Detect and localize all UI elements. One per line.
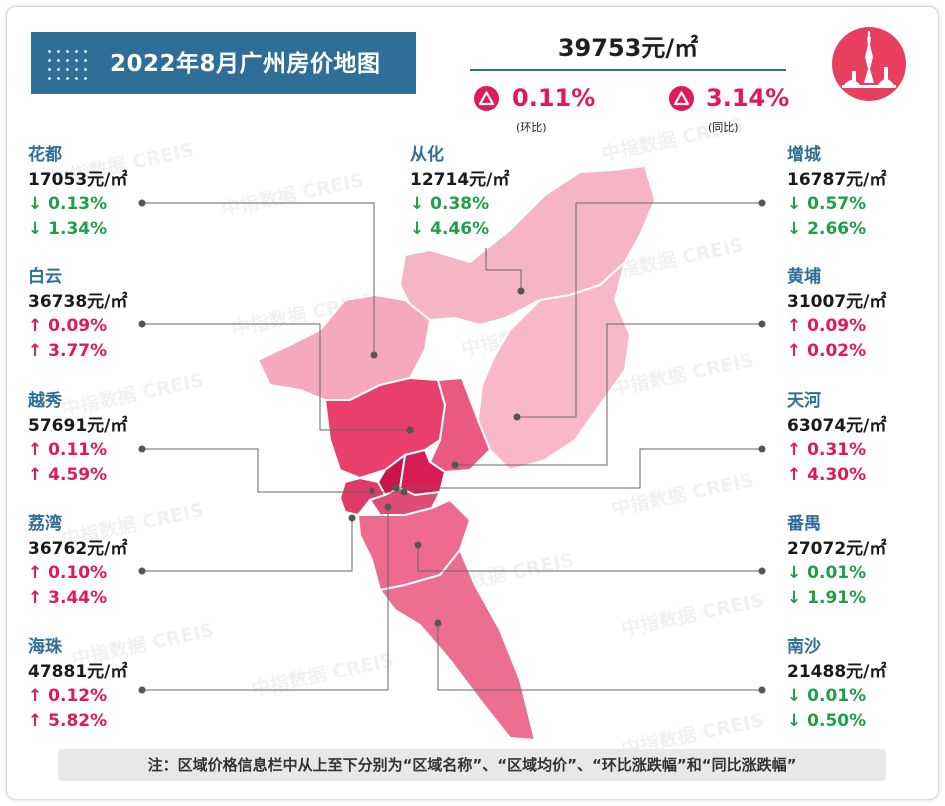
district-price: 36738元/㎡: [28, 291, 128, 312]
district-yoy: ↓ 1.34%: [28, 218, 108, 239]
triangle-up-icon: [474, 86, 499, 111]
yoy-caption: (同比): [708, 121, 739, 134]
district-name: 增城: [787, 145, 821, 165]
district-yoy: ↑ 4.59%: [28, 464, 108, 485]
district-mom: ↓ 0.57%: [787, 194, 867, 214]
district-price: 31007元/㎡: [787, 291, 887, 312]
district-info-liwan: 荔湾 36762元/㎡ ↑ 0.10% ↑ 3.44%: [28, 512, 127, 610]
mom-change: 0.11%: [512, 84, 596, 112]
dot-grid-icon: [45, 47, 93, 83]
district-baiyun: [323, 376, 447, 480]
footnote: 注：区域价格信息栏中从上至下分别为“区域名称”、“区域均价”、“环比涨跌幅”和“…: [58, 749, 886, 781]
district-price: 17053元/㎡: [28, 169, 128, 190]
district-huadu: [256, 293, 432, 401]
city-average-price: 39753元/㎡: [557, 34, 699, 62]
district-yoy: ↑ 4.30%: [787, 464, 867, 485]
district-info-haizhu: 海珠 47881元/㎡ ↑ 0.12% ↑ 5.82%: [28, 635, 127, 733]
page-title: 2022年8月广州房价地图: [110, 51, 381, 77]
district-info-huangpu: 黄埔 31007元/㎡ ↑ 0.09% ↑ 0.02%: [787, 265, 886, 363]
district-mom: ↑ 0.09%: [787, 316, 867, 336]
district-info-yuexiu: 越秀 57691元/㎡ ↑ 0.11% ↑ 4.59%: [28, 389, 127, 487]
district-name: 黄埔: [787, 267, 821, 287]
district-price: 47881元/㎡: [28, 661, 128, 682]
district-mom: ↑ 0.31%: [787, 440, 867, 460]
district-yoy: ↑ 3.44%: [28, 587, 108, 608]
canton-tower-icon: [832, 27, 906, 101]
district-price: 16787元/㎡: [787, 169, 887, 190]
district-yoy: ↑ 0.02%: [787, 340, 867, 361]
district-info-nansha: 南沙 21488元/㎡ ↓ 0.01% ↓ 0.50%: [787, 635, 886, 733]
district-price: 36762元/㎡: [28, 538, 128, 559]
district-mom: ↑ 0.09%: [28, 316, 108, 336]
district-price: 63074元/㎡: [787, 415, 887, 436]
district-mom: ↓ 0.01%: [787, 563, 867, 583]
district-yoy: ↓ 0.50%: [787, 710, 867, 731]
district-name: 白云: [28, 267, 62, 287]
district-info-tianhe: 天河 63074元/㎡ ↑ 0.31% ↑ 4.30%: [787, 389, 886, 487]
triangle-up-icon: [669, 86, 694, 111]
district-info-zengcheng: 增城 16787元/㎡ ↓ 0.57% ↓ 2.66%: [787, 143, 886, 241]
district-info-baiyun: 白云 36738元/㎡ ↑ 0.09% ↑ 3.77%: [28, 265, 127, 363]
district-info-panyu: 番禺 27072元/㎡ ↓ 0.01% ↓ 1.91%: [787, 512, 886, 610]
district-yoy: ↑ 5.82%: [28, 710, 108, 731]
district-yoy: ↓ 1.91%: [787, 587, 867, 608]
district-name: 花都: [28, 145, 62, 165]
mom-caption: (环比): [516, 121, 547, 134]
district-name: 荔湾: [28, 514, 62, 534]
district-name: 天河: [787, 391, 821, 411]
district-yoy: ↓ 4.46%: [410, 218, 490, 239]
district-price: 27072元/㎡: [787, 538, 887, 559]
district-mom: ↑ 0.11%: [28, 440, 108, 460]
yoy-change: 3.14%: [706, 84, 790, 112]
district-info-conghua: 从化 12714元/㎡ ↓ 0.38% ↓ 4.46%: [410, 143, 509, 241]
district-name: 南沙: [787, 637, 821, 657]
district-mom: ↓ 0.38%: [410, 194, 490, 214]
district-info-huadu: 花都 17053元/㎡ ↓ 0.13% ↓ 1.34%: [28, 143, 127, 241]
district-yoy: ↓ 2.66%: [787, 218, 867, 239]
district-name: 海珠: [28, 637, 62, 657]
divider: [470, 69, 786, 71]
district-mom: ↓ 0.13%: [28, 194, 108, 214]
district-price: 21488元/㎡: [787, 661, 887, 682]
district-name: 越秀: [28, 391, 62, 411]
title-bar: [31, 32, 416, 94]
district-price: 12714元/㎡: [410, 169, 510, 190]
district-mom: ↓ 0.01%: [787, 686, 867, 706]
district-price: 57691元/㎡: [28, 415, 128, 436]
district-mom: ↑ 0.12%: [28, 686, 108, 706]
district-yoy: ↑ 3.77%: [28, 340, 108, 361]
district-name: 番禺: [787, 514, 821, 534]
district-huangpu: [428, 376, 492, 474]
district-mom: ↑ 0.10%: [28, 563, 108, 583]
district-name: 从化: [410, 145, 444, 165]
